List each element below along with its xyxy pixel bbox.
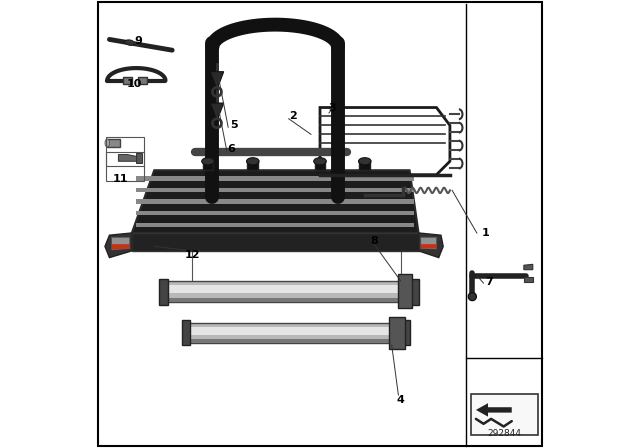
Bar [182,320,189,345]
Bar [186,327,405,335]
Text: 10: 10 [126,79,142,89]
Bar [136,188,414,192]
Text: 11: 11 [113,174,129,184]
Bar [401,320,410,345]
Text: 5: 5 [230,121,238,130]
Bar [360,161,370,170]
Bar [410,279,419,305]
Bar [136,153,141,163]
Polygon shape [132,233,419,251]
Polygon shape [112,237,130,250]
Text: 7: 7 [486,277,493,287]
Bar [472,394,538,435]
Polygon shape [210,72,224,90]
Bar [163,281,414,302]
Bar [106,152,145,181]
Bar [186,339,405,343]
Bar [138,77,147,84]
Bar [248,161,258,170]
Bar [203,161,213,170]
Text: 8: 8 [370,236,378,246]
Ellipse shape [105,139,109,147]
Bar [136,211,414,215]
Text: 292844: 292844 [488,429,522,438]
Polygon shape [105,233,132,258]
Polygon shape [210,103,224,121]
Polygon shape [421,237,436,249]
Bar [397,274,412,308]
Bar [389,317,405,349]
Bar [108,139,120,147]
Polygon shape [524,277,533,282]
Bar [136,223,414,227]
Bar [315,161,325,170]
Bar [163,298,414,302]
Polygon shape [118,155,139,161]
Text: 2: 2 [289,111,297,121]
Bar [106,137,145,166]
Text: 9: 9 [134,36,143,46]
Text: 6: 6 [227,144,236,154]
Ellipse shape [246,158,259,165]
Ellipse shape [358,158,371,165]
Polygon shape [419,233,443,258]
Bar [136,176,414,181]
Bar [159,279,168,305]
Ellipse shape [468,293,476,301]
Polygon shape [476,403,512,417]
Text: 1: 1 [482,228,490,238]
Polygon shape [524,264,533,270]
Polygon shape [112,244,130,250]
Polygon shape [421,244,436,249]
Bar [186,323,405,343]
Bar [136,199,414,204]
Text: 3: 3 [329,103,337,113]
Bar [123,77,132,84]
Text: 4: 4 [397,395,404,405]
Ellipse shape [202,158,214,165]
Text: 12: 12 [184,250,200,260]
Ellipse shape [314,158,326,165]
Ellipse shape [125,40,134,45]
Bar [163,285,414,293]
Polygon shape [132,170,419,233]
